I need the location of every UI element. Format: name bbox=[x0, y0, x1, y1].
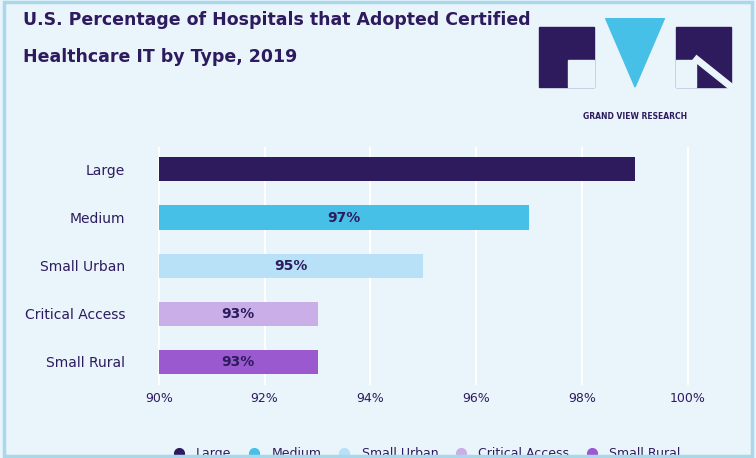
Bar bbox=[159, 158, 635, 181]
Text: 99%: 99% bbox=[380, 163, 414, 176]
Text: 93%: 93% bbox=[222, 355, 255, 369]
Bar bbox=[569, 60, 593, 87]
Bar bbox=[539, 27, 593, 87]
Text: 93%: 93% bbox=[222, 307, 255, 321]
Bar bbox=[159, 350, 318, 374]
Text: 95%: 95% bbox=[274, 259, 308, 273]
Legend: Large, Medium, Small Urban, Critical Access, Small Rural: Large, Medium, Small Urban, Critical Acc… bbox=[163, 443, 684, 458]
Bar bbox=[677, 60, 696, 87]
Text: GRAND VIEW RESEARCH: GRAND VIEW RESEARCH bbox=[583, 112, 687, 121]
Bar bbox=[677, 27, 731, 87]
Polygon shape bbox=[606, 18, 665, 87]
Bar bbox=[159, 206, 529, 229]
Bar bbox=[159, 302, 318, 326]
Text: Healthcare IT by Type, 2019: Healthcare IT by Type, 2019 bbox=[23, 48, 297, 66]
Text: U.S. Percentage of Hospitals that Adopted Certified: U.S. Percentage of Hospitals that Adopte… bbox=[23, 11, 530, 29]
Bar bbox=[159, 254, 423, 278]
Text: 97%: 97% bbox=[327, 211, 361, 224]
